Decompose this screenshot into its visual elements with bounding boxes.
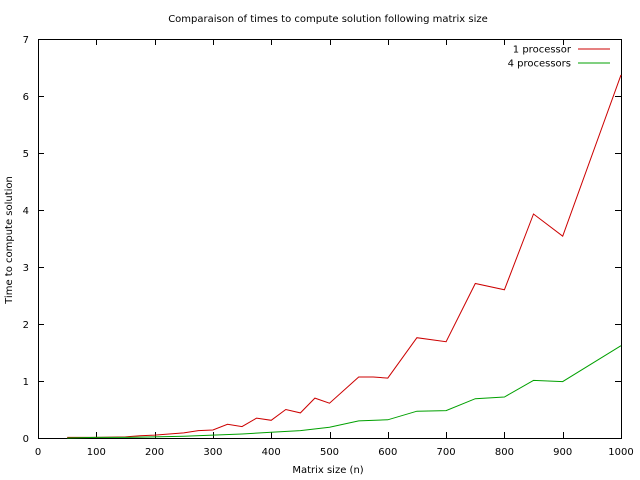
- legend-label: 4 processors: [508, 59, 571, 70]
- legend: 1 processor 4 processors: [508, 45, 610, 70]
- x-tick-label: 900: [553, 447, 572, 458]
- x-axis-label: Matrix size (n): [292, 465, 363, 476]
- y-tick-label: 6: [23, 92, 29, 103]
- y-tick-label: 4: [23, 206, 29, 217]
- x-tick-label: 200: [145, 447, 164, 458]
- legend-label: 1 processor: [513, 45, 572, 56]
- x-tick-labels: 0 100 200 300 400 500 600 700 800 900 1000: [35, 447, 634, 458]
- y-tick-labels: 0 1 2 3 4 5 6 7: [23, 35, 29, 445]
- axis-ticks: [38, 39, 622, 439]
- series-line-1: [67, 74, 622, 438]
- chart-title: Comparaison of times to compute solution…: [168, 14, 488, 25]
- x-tick-label: 400: [262, 447, 281, 458]
- y-tick-label: 5: [23, 149, 29, 160]
- plot-frame: [38, 39, 622, 439]
- y-tick-label: 7: [23, 35, 29, 46]
- x-tick-label: 700: [437, 447, 456, 458]
- x-tick-label: 600: [378, 447, 397, 458]
- x-tick-label: 1000: [608, 447, 633, 458]
- x-tick-label: 500: [320, 447, 339, 458]
- y-tick-label: 1: [23, 377, 29, 388]
- y-axis-label: Time to compute solution: [4, 176, 15, 305]
- series-line-2: [67, 345, 622, 439]
- x-tick-label: 100: [87, 447, 106, 458]
- y-tick-label: 2: [23, 320, 29, 331]
- x-tick-label: 800: [495, 447, 514, 458]
- x-tick-label: 0: [35, 447, 41, 458]
- series-lines: [67, 74, 622, 439]
- x-tick-label: 300: [203, 447, 222, 458]
- y-tick-label: 0: [23, 434, 29, 445]
- y-tick-label: 3: [23, 263, 29, 274]
